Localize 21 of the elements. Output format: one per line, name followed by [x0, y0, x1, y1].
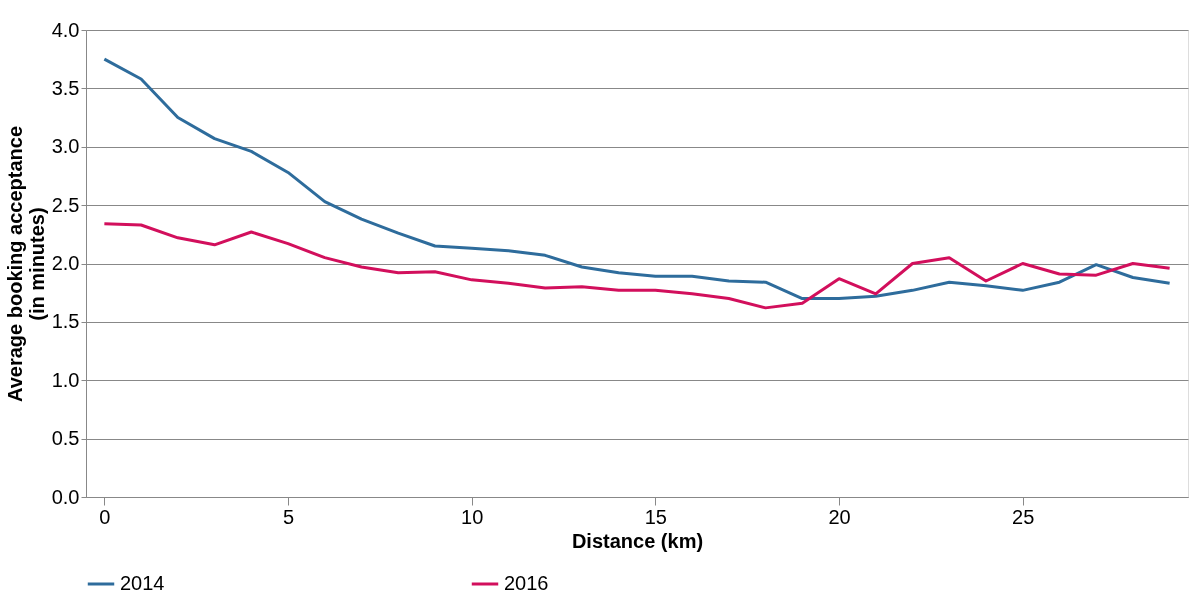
y-axis-title: Average booking acceptance (in minutes)	[3, 125, 48, 403]
line-series	[102, 222, 1172, 310]
legend-label: 2016	[504, 572, 549, 594]
x-tick-label: 20	[828, 505, 851, 528]
y-tick-label: 2.0	[51, 252, 80, 274]
legend-label: 2014	[120, 572, 165, 594]
line-series	[102, 57, 1172, 301]
x-axis-title: Distance (km)	[571, 529, 704, 552]
y-tick-label: 1.5	[51, 310, 80, 333]
y-tick-label: 3.5	[51, 76, 80, 99]
y-tick-label: 4.0	[51, 18, 80, 41]
y-tick-label: 0.0	[51, 485, 80, 508]
y-tick-label: 0.5	[51, 427, 80, 450]
y-tick-label: 3.0	[51, 135, 80, 158]
x-tick-label: 5	[282, 505, 295, 528]
x-tick-label: 15	[644, 505, 667, 528]
y-tick-label: 1.0	[51, 368, 80, 391]
x-tick-label: 25	[1012, 505, 1035, 528]
x-tick-label: 0	[99, 505, 111, 528]
x-tick-label: 10	[461, 505, 484, 528]
y-tick-label: 2.5	[51, 193, 80, 216]
